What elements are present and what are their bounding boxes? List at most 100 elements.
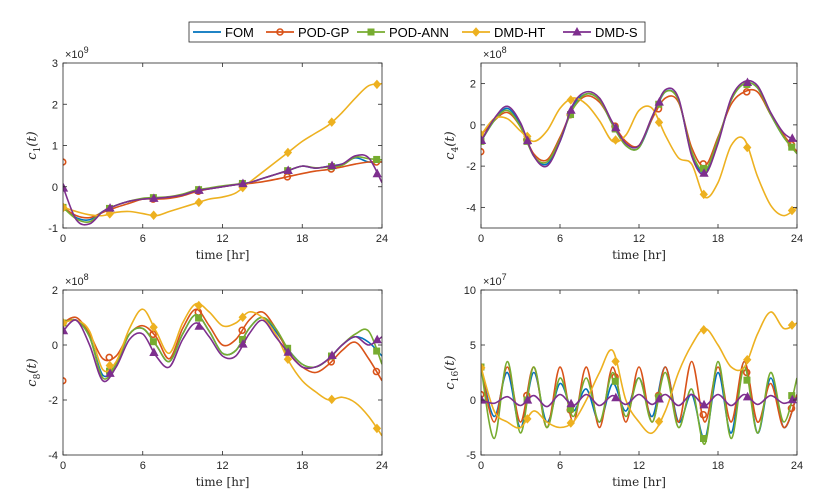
marker-dmd-ht — [699, 325, 708, 335]
series-line-dmd-ht — [63, 302, 382, 437]
y-axis-label: c4(t) — [443, 131, 461, 159]
marker-pod-gp — [372, 367, 381, 376]
marker-dmd-s — [105, 203, 115, 212]
marker-dmd-s — [327, 160, 337, 170]
marker-dmd-s — [327, 350, 337, 359]
marker-pod-gp — [481, 390, 485, 399]
marker-dmd-ht — [787, 320, 797, 330]
y-tick-label: 2 — [52, 285, 58, 297]
x-tick-label: 6 — [140, 460, 146, 472]
x-tick-label: 18 — [296, 460, 308, 472]
y-tick-label: -4 — [466, 202, 476, 214]
x-tick-label: 12 — [633, 460, 645, 472]
axis-exponent: ×108 — [65, 272, 89, 288]
x-tick-label: 12 — [216, 460, 228, 472]
marker-dmd-s — [787, 133, 797, 142]
x-axis-label: time [hr] — [196, 248, 250, 262]
y-tick-label: 2 — [52, 99, 58, 111]
series-line-pod-ann — [481, 81, 797, 172]
legend-label: FOM — [225, 25, 254, 40]
series-line-dmd-s — [481, 79, 797, 176]
marker-dmd-ht — [523, 414, 532, 424]
subplot-2: 0 6 12 18 24 -4 -2 0 2 ×108 time [hr] c4(t) — [443, 45, 803, 262]
legend-marker — [367, 28, 375, 36]
marker-dmd-s — [63, 325, 69, 335]
x-tick-label: 24 — [791, 460, 803, 472]
y-axis-label: c8(t) — [25, 358, 43, 386]
marker-dmd-s — [283, 347, 293, 356]
marker-pod-gp — [105, 353, 114, 362]
y-axis-label: c1(t) — [25, 131, 43, 159]
legend-marker — [572, 26, 582, 36]
marker-dmd-s — [699, 168, 709, 177]
series-line-dmd-ht — [481, 97, 797, 217]
y-tick-label: -2 — [466, 161, 476, 173]
marker-dmd-ht — [327, 117, 336, 127]
marker-pod-gp — [699, 410, 708, 419]
marker-dmd-ht — [372, 79, 382, 90]
marker-dmd-ht — [194, 300, 204, 311]
x-axis-label: time [hr] — [612, 475, 666, 489]
series-group — [63, 300, 382, 437]
marker-dmd-ht — [611, 135, 620, 145]
y-tick-label: 0 — [52, 182, 58, 194]
y-axis-label: c16(t) — [443, 355, 461, 389]
marker-dmd-ht — [743, 142, 752, 153]
marker-dmd-ht — [699, 189, 708, 200]
marker-dmd-s — [742, 77, 753, 87]
legend-marker — [276, 28, 284, 36]
y-tick-label: -1 — [48, 223, 58, 235]
x-tick-label: 18 — [712, 233, 724, 245]
marker-dmd-s — [654, 394, 664, 403]
x-axis-label: time [hr] — [196, 475, 250, 489]
x-tick-label: 6 — [557, 460, 563, 472]
x-tick-label: 18 — [712, 460, 724, 472]
legend-entry-pod-gp: POD-GP — [266, 25, 349, 40]
marker-dmd-ht — [283, 354, 293, 365]
series-line-pod-gp — [481, 88, 797, 168]
marker-dmd-s — [238, 339, 248, 348]
marker-dmd-s — [611, 122, 621, 132]
marker-dmd-s — [742, 391, 753, 401]
marker-dmd-s — [654, 97, 664, 106]
marker-dmd-s — [149, 193, 159, 202]
marker-dmd-ht — [566, 418, 575, 428]
marker-dmd-s — [283, 165, 293, 174]
x-tick-label: 6 — [140, 233, 146, 245]
marker-dmd-s — [372, 168, 382, 178]
y-tick-label: 10 — [464, 285, 476, 297]
marker-dmd-ht — [787, 205, 797, 216]
y-tick-label: -5 — [466, 450, 476, 462]
x-tick-label: 24 — [376, 233, 388, 245]
x-tick-label: 24 — [791, 233, 803, 245]
x-tick-label: 12 — [216, 233, 228, 245]
marker-dmd-ht — [372, 423, 382, 434]
legend-marker — [471, 27, 481, 37]
marker-dmd-ht — [327, 394, 336, 405]
marker-dmd-s — [566, 398, 576, 408]
x-tick-label: 0 — [60, 460, 66, 472]
marker-pod-gp — [63, 158, 67, 166]
legend-entry-fom: FOM — [193, 25, 254, 40]
marker-dmd-ht — [611, 356, 620, 367]
series-line-dmd-ht — [63, 82, 382, 217]
legend-entry-dmd-ht: DMD-HT — [462, 25, 545, 40]
marker-dmd-s — [522, 135, 533, 145]
marker-dmd-s — [194, 185, 204, 194]
x-tick-label: 12 — [633, 233, 645, 245]
x-axis-label: time [hr] — [612, 248, 666, 262]
marker-dmd-s — [481, 135, 487, 144]
axis-exponent: ×107 — [483, 272, 507, 288]
marker-dmd-s — [194, 321, 204, 330]
y-tick-label: -4 — [48, 450, 58, 462]
marker-dmd-ht — [654, 117, 664, 128]
marker-dmd-s — [787, 394, 797, 404]
y-tick-label: 0 — [470, 120, 476, 132]
axes-frame — [62, 62, 383, 229]
y-tick-label: 0 — [52, 340, 58, 352]
marker-pod-gp — [742, 88, 751, 96]
legend-entry-pod-ann: POD-ANN — [357, 25, 449, 40]
legend-entry-dmd-s: DMD-S — [563, 25, 638, 40]
